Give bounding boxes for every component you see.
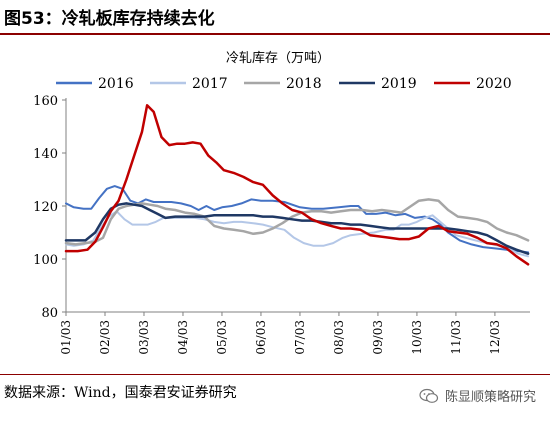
x-tick-label: 03/03 <box>137 320 151 355</box>
source-divider <box>0 374 550 375</box>
legend-label-2019: 2019 <box>381 76 417 92</box>
legend-label-2016: 2016 <box>98 76 134 92</box>
x-tick-label: 09/03 <box>371 320 385 355</box>
watermark: 陈显顺策略研究 <box>419 386 536 405</box>
legend-item-2017: 2017 <box>150 76 228 92</box>
wechat-icon <box>419 388 439 403</box>
title-divider <box>0 33 550 35</box>
x-tick-label: 10/03 <box>410 320 424 355</box>
x-tick-label: 05/03 <box>215 320 229 355</box>
legend-label-2018: 2018 <box>286 76 322 92</box>
series-line-2017 <box>65 210 530 258</box>
x-tick-label: 11/03 <box>449 320 463 355</box>
legend-item-2018: 2018 <box>244 76 322 92</box>
figure-title: 图53：冷轧板库存持续去化 <box>4 9 215 29</box>
series-line-2019 <box>64 202 530 255</box>
x-tick-label: 07/03 <box>293 320 307 355</box>
inventory-line-chart: 冷轧库存（万吨） 2016 2017 2018 2019 2020 80 100 120 14… <box>33 50 530 355</box>
x-tick-label: 02/03 <box>98 320 112 355</box>
x-tick-label: 08/03 <box>332 320 346 355</box>
legend-label-2020: 2020 <box>476 76 512 92</box>
series-line-2020 <box>64 104 530 266</box>
y-tick-label: 140 <box>33 147 58 162</box>
source-note: 数据来源：Wind，国泰君安证券研究 <box>4 385 237 401</box>
x-tick-label: 12/03 <box>488 320 502 355</box>
legend-item-2020: 2020 <box>434 76 512 92</box>
legend-item-2016: 2016 <box>56 76 134 92</box>
legend-label-2017: 2017 <box>192 76 228 92</box>
chart-title: 冷轧库存（万吨） <box>226 50 330 66</box>
watermark-label: 陈显顺策略研究 <box>444 390 536 405</box>
x-tick-label: 06/03 <box>254 320 268 355</box>
x-tick-label: 01/03 <box>59 320 73 355</box>
legend-item-2019: 2019 <box>339 76 417 92</box>
y-tick-label: 160 <box>33 94 58 109</box>
y-tick-label: 120 <box>33 200 58 215</box>
series-line-2016 <box>65 185 530 254</box>
x-tick-label: 04/03 <box>176 320 190 355</box>
y-tick-label: 80 <box>41 306 58 321</box>
y-tick-label: 100 <box>33 253 58 268</box>
